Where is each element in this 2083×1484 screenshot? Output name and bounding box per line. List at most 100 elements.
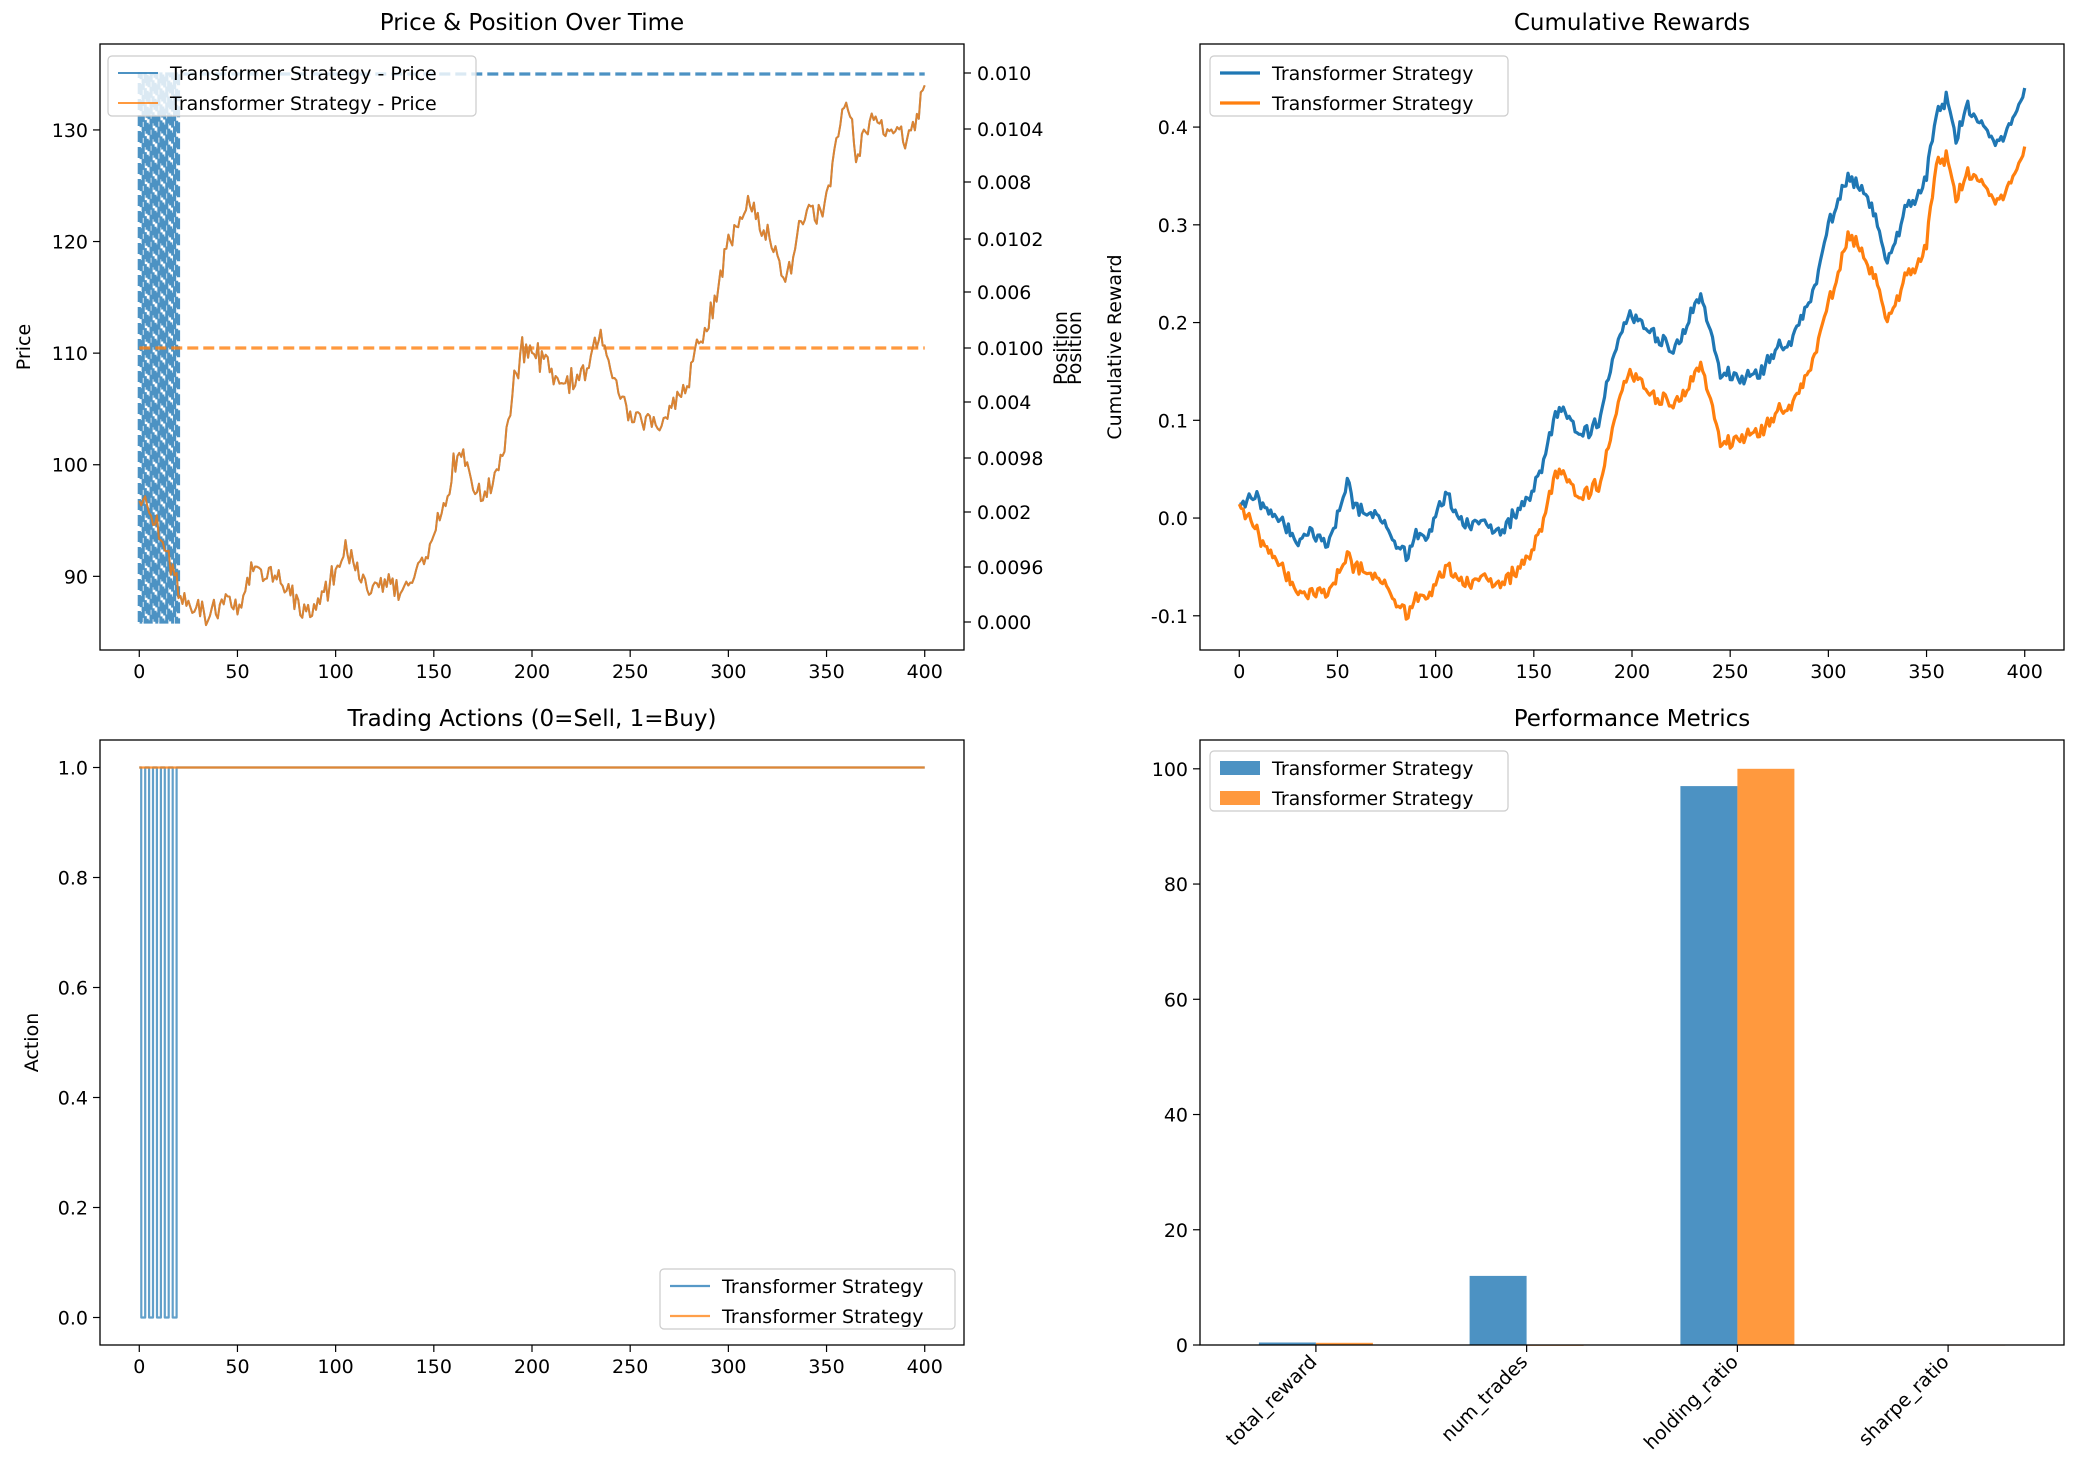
- x-tick-label: 150: [416, 661, 452, 683]
- y-tick-label: 0.1: [1158, 410, 1188, 432]
- legend-box: [107, 55, 477, 117]
- y2-tick-label: 0.0104: [977, 119, 1043, 141]
- legend-label: Transformer Strategy: [1271, 788, 1473, 810]
- x-tick-label: 400: [907, 661, 943, 683]
- y-tick-label: 0.0: [1158, 508, 1188, 530]
- legend-label: Transformer Strategy: [1271, 758, 1473, 780]
- x-tick-label: num_trades: [1437, 1351, 1532, 1446]
- price-line-series-1: [138, 84, 926, 627]
- x-tick-label: 200: [514, 661, 550, 683]
- y2-tick-label: 0.0100: [977, 338, 1043, 360]
- price-line-series-2: [138, 84, 926, 627]
- chart-title: Price & Position Over Time: [380, 10, 684, 36]
- cumulative-line-series-1: [1238, 87, 2027, 563]
- x-tick-label: 0: [133, 1356, 145, 1378]
- performance-metrics-chart: Performance Metrics total_reward num_trade…: [1152, 706, 2065, 1454]
- y-tick-label: 0.4: [58, 1088, 88, 1110]
- x-tick-label: 100: [318, 1356, 354, 1378]
- y-tick-label: 60: [1164, 989, 1188, 1011]
- y2-tick-label: 0.010: [977, 63, 1031, 85]
- x-tick-label: 0: [1233, 661, 1245, 683]
- legend-swatch: [1220, 761, 1260, 775]
- y-tick-label: 0.6: [58, 978, 88, 1000]
- y-axis-label: Position: [1050, 311, 1072, 385]
- y2-tick-label: 0.006: [977, 282, 1031, 304]
- x-tick-label: 150: [1516, 661, 1552, 683]
- y-tick-label: 0.8: [58, 868, 88, 890]
- x-tick-label: 200: [514, 1356, 550, 1378]
- x-tick-label: 350: [808, 1356, 844, 1378]
- y2-tick-label: 0.002: [977, 502, 1031, 524]
- x-tick-label: 100: [1418, 661, 1454, 683]
- y-tick-label: 0.0: [58, 1308, 88, 1330]
- y2-tick-label: 0.004: [977, 392, 1031, 414]
- y2-tick-label: 0.000: [977, 612, 1031, 634]
- y2-tick-label: 0.0096: [977, 557, 1043, 579]
- x-tick-label: 50: [225, 1356, 249, 1378]
- y-tick-label: 100: [1152, 759, 1188, 781]
- cumulative-rewards-chart: Cumulative Rewards 0 50 100 150 200 250 300 350 4…: [1104, 10, 2065, 683]
- x-tick-label: sharpe_ratio: [1854, 1351, 1953, 1450]
- x-tick-label: 300: [710, 661, 746, 683]
- y-tick-label: 20: [1164, 1220, 1188, 1242]
- chart-title: Cumulative Rewards: [1514, 10, 1750, 36]
- y2-tick-label: 0.0102: [977, 229, 1043, 251]
- y-tick-label: 0.4: [1158, 117, 1188, 139]
- y-tick-label: 0.2: [1158, 313, 1188, 335]
- plot-frame: [99, 739, 965, 1346]
- bar-series-1: [1258, 1342, 1316, 1345]
- legend-label: Transformer Strategy: [721, 1306, 923, 1328]
- x-tick-label: 300: [1810, 661, 1846, 683]
- y-tick-label: 0.2: [58, 1198, 88, 1220]
- x-tick-label: 350: [808, 661, 844, 683]
- price-position-chart: Price & Position Over Time 0 50 100 150 200 25…: [13, 10, 1086, 683]
- x-tick-label: 100: [318, 661, 354, 683]
- y-tick-label: 1.0: [58, 758, 88, 780]
- legend-swatch: [1220, 791, 1260, 805]
- legend-box: [659, 1268, 956, 1330]
- bar-series-2: [1315, 1342, 1373, 1345]
- chart-title: Performance Metrics: [1514, 706, 1751, 732]
- y-tick-label: 130: [52, 120, 88, 142]
- x-tick-label: 300: [710, 1356, 746, 1378]
- legend-box: [1209, 55, 1509, 117]
- position-line-series-1: [137, 72, 925, 624]
- y-tick-label: 100: [52, 455, 88, 477]
- x-tick-label: 250: [612, 1356, 648, 1378]
- x-tick-label: 50: [225, 661, 249, 683]
- legend-label: Transformer Strategy: [1271, 63, 1473, 85]
- x-tick-label: 150: [416, 1356, 452, 1378]
- trading-actions-chart: Trading Actions (0=Sell, 1=Buy) 0 50 100 150…: [21, 706, 965, 1378]
- y-tick-label: 120: [52, 232, 88, 254]
- y-axis-label: Cumulative Reward: [1104, 254, 1126, 439]
- x-tick-label: 250: [612, 661, 648, 683]
- y-tick-label: 0: [1176, 1335, 1188, 1357]
- legend-label: Transformer Strategy: [721, 1276, 923, 1298]
- y-axis-label: Price: [13, 324, 35, 370]
- legend-label: Transformer Strategy: [1271, 93, 1473, 115]
- action-line-series-1: [139, 766, 925, 1319]
- cumulative-line-series-2: [1237, 146, 2027, 621]
- y-tick-label: 90: [64, 566, 88, 588]
- bar-series-1: [1680, 786, 1738, 1345]
- x-tick-label: 400: [2007, 661, 2043, 683]
- legend-label: Transformer Strategy - Price: [169, 93, 437, 115]
- x-tick-label: total_reward: [1222, 1351, 1322, 1451]
- y-axis-label: Position: [1064, 311, 1086, 385]
- y2-tick-label: 0.0098: [977, 448, 1043, 470]
- plot-frame: [1199, 739, 2065, 1346]
- y-tick-label: 80: [1164, 874, 1188, 896]
- x-tick-label: 350: [1908, 661, 1944, 683]
- y2-tick-label: 0.008: [977, 172, 1031, 194]
- legend-label: Transformer Strategy - Price: [169, 63, 437, 85]
- chart-title: Trading Actions (0=Sell, 1=Buy): [347, 706, 717, 732]
- x-tick-label: 0: [133, 661, 145, 683]
- bar-series-1: [1469, 1275, 1527, 1345]
- y-tick-label: 40: [1164, 1105, 1188, 1127]
- x-tick-label: holding_ratio: [1640, 1351, 1743, 1454]
- x-tick-label: 50: [1325, 661, 1349, 683]
- y-tick-label: -0.1: [1151, 606, 1188, 628]
- y-tick-label: 0.3: [1158, 215, 1188, 237]
- x-tick-label: 250: [1712, 661, 1748, 683]
- y-tick-label: 110: [52, 343, 88, 365]
